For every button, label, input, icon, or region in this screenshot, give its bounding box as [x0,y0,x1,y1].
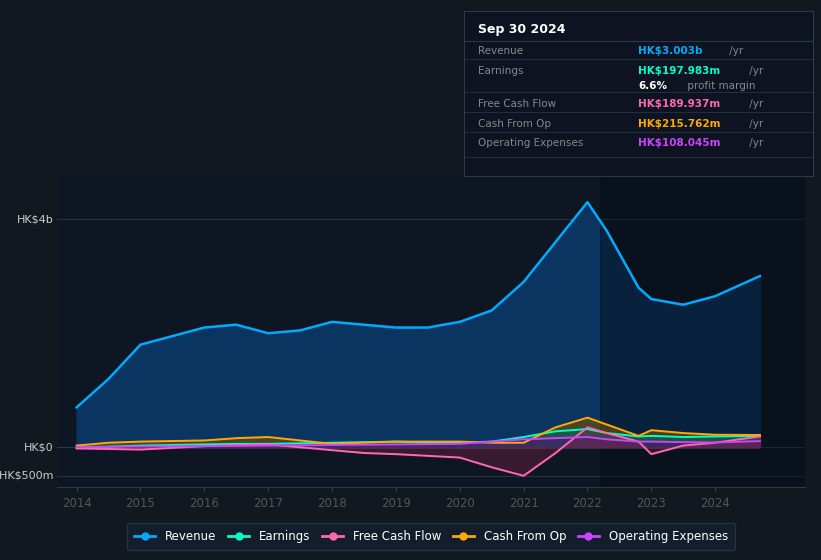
Bar [600,174,811,487]
Text: HK$215.762m: HK$215.762m [639,119,721,129]
Text: Revenue: Revenue [478,46,523,56]
Text: /yr: /yr [745,138,763,148]
Text: /yr: /yr [745,119,763,129]
Legend: Revenue, Earnings, Free Cash Flow, Cash From Op, Operating Expenses: Revenue, Earnings, Free Cash Flow, Cash … [127,523,735,550]
Text: HK$0: HK$0 [24,442,53,452]
Text: HK$197.983m: HK$197.983m [639,66,721,76]
Text: HK$189.937m: HK$189.937m [639,99,721,109]
Text: /yr: /yr [745,99,763,109]
Text: /yr: /yr [727,46,744,56]
Text: -HK$500m: -HK$500m [0,471,53,481]
Text: Cash From Op: Cash From Op [478,119,551,129]
Text: Free Cash Flow: Free Cash Flow [478,99,556,109]
Text: HK$4b: HK$4b [17,214,53,224]
Text: Operating Expenses: Operating Expenses [478,138,583,148]
Text: 6.6%: 6.6% [639,81,667,91]
Text: profit margin: profit margin [684,81,755,91]
Text: Sep 30 2024: Sep 30 2024 [478,23,566,36]
Text: /yr: /yr [745,66,763,76]
Text: HK$108.045m: HK$108.045m [639,138,721,148]
Text: Earnings: Earnings [478,66,523,76]
Text: HK$3.003b: HK$3.003b [639,46,703,56]
